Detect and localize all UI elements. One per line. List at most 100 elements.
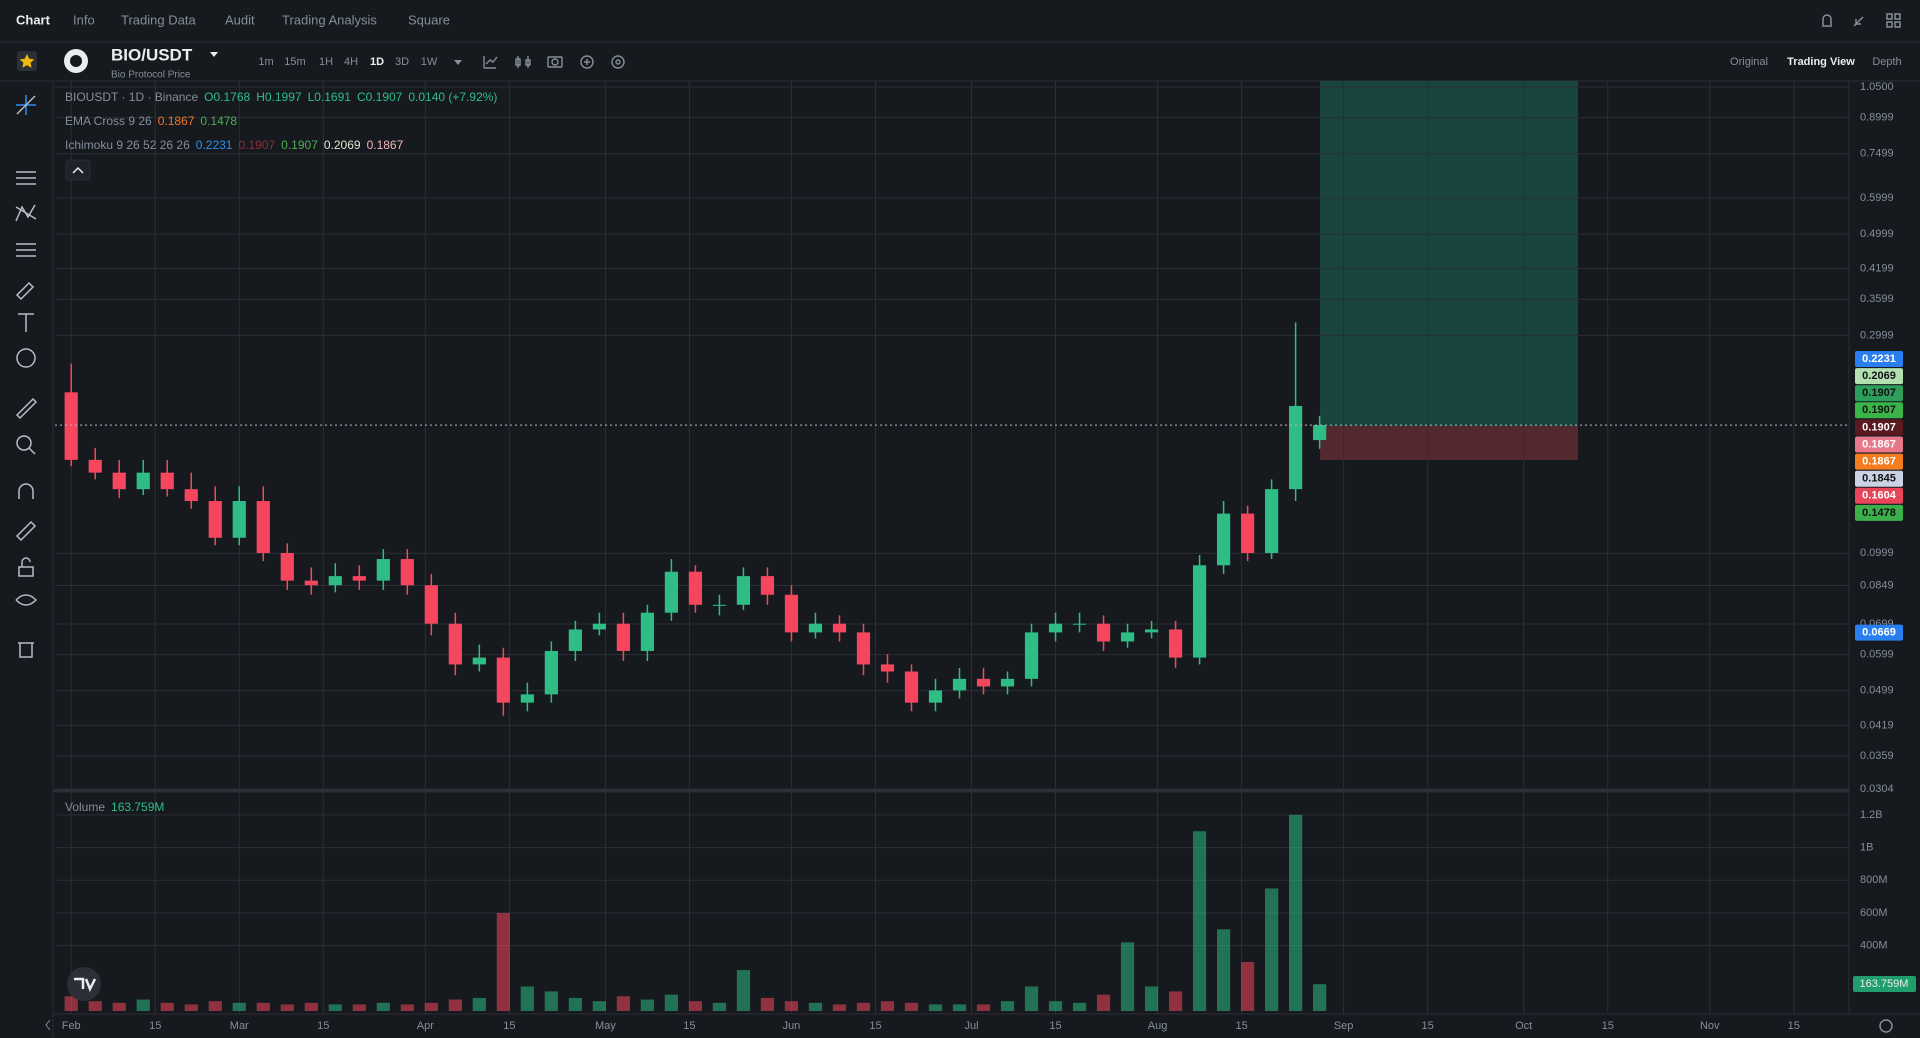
interval-option[interactable]: 1D bbox=[370, 56, 384, 68]
volume-bar bbox=[472, 997, 486, 1011]
volume-bar bbox=[496, 912, 510, 1011]
interval-option[interactable]: 3D bbox=[395, 56, 409, 68]
x-tick-label: 15 bbox=[1602, 1020, 1614, 1032]
snapshot-icon[interactable] bbox=[547, 56, 563, 68]
tool-icon[interactable] bbox=[16, 95, 36, 115]
candle-body bbox=[1216, 513, 1231, 566]
collapse-button[interactable] bbox=[65, 159, 91, 181]
tool-icon[interactable] bbox=[16, 171, 36, 185]
nav-tab[interactable]: Trading Analysis bbox=[282, 12, 377, 27]
candle-body bbox=[616, 623, 630, 651]
layout-icon[interactable] bbox=[1886, 13, 1893, 20]
view-option[interactable]: Trading View bbox=[1787, 56, 1855, 68]
layout-icon[interactable] bbox=[1886, 21, 1893, 28]
chart-tools[interactable] bbox=[483, 55, 625, 69]
y-tick-label: 0.0304 bbox=[1860, 783, 1894, 795]
layout-icon[interactable] bbox=[1894, 13, 1901, 20]
add-icon[interactable] bbox=[580, 55, 594, 69]
candle-body bbox=[1240, 513, 1255, 554]
scroll-left[interactable] bbox=[45, 1019, 51, 1031]
settings-icon[interactable] bbox=[615, 59, 621, 65]
volume-tag bbox=[1853, 976, 1916, 992]
legend-indicator: Ichimoku 9 26 52 26 26 0.2231 0.1907 0.1907… bbox=[65, 138, 404, 152]
candle-body bbox=[304, 580, 318, 586]
legend-indicator-item: 0.2069 bbox=[324, 138, 361, 152]
tool-icon[interactable] bbox=[15, 204, 37, 222]
volume-tick-label: 400M bbox=[1860, 940, 1888, 952]
volume-bar bbox=[1289, 814, 1303, 1011]
interval-option[interactable]: 1m bbox=[258, 56, 273, 68]
symbol-subtitle[interactable]: Bio Protocol Price bbox=[111, 70, 191, 81]
volume-bar bbox=[544, 991, 558, 1011]
price-tag-label: 0.1907 bbox=[1862, 421, 1896, 433]
candle-type-icon[interactable] bbox=[515, 56, 531, 68]
tool-icon[interactable] bbox=[18, 313, 34, 332]
interval-option[interactable]: 1W bbox=[421, 56, 438, 68]
symbol-pair[interactable]: BIO/USDT bbox=[111, 45, 193, 64]
volume-bar bbox=[880, 1001, 895, 1011]
candle-body bbox=[856, 632, 871, 665]
candle-body bbox=[88, 459, 102, 473]
candle-body bbox=[352, 576, 366, 581]
price-tag bbox=[1855, 436, 1903, 453]
tool-icon[interactable] bbox=[16, 348, 36, 368]
y-tick-label: 0.0499 bbox=[1860, 685, 1894, 697]
nav-tab[interactable]: Chart bbox=[16, 12, 51, 27]
volume-bar bbox=[280, 1004, 294, 1011]
interval-caret[interactable] bbox=[454, 60, 462, 65]
volume-bar bbox=[640, 999, 655, 1011]
position-loss-zone[interactable] bbox=[1320, 426, 1578, 460]
settings-icon[interactable] bbox=[1879, 1019, 1893, 1033]
y-tick-label: 1.0500 bbox=[1860, 81, 1894, 93]
interval-option[interactable]: 4H bbox=[344, 56, 358, 68]
collapse-icon[interactable] bbox=[72, 166, 84, 174]
x-tick-label: 15 bbox=[503, 1020, 515, 1032]
legend-main-item: H0.1997 bbox=[256, 90, 302, 104]
tool-icon[interactable] bbox=[18, 483, 34, 499]
view-option[interactable]: Original bbox=[1730, 56, 1768, 68]
x-tick-label: 15 bbox=[317, 1020, 329, 1032]
interval-option[interactable]: 15m bbox=[284, 56, 305, 68]
candle-body bbox=[184, 489, 198, 502]
tool-icon[interactable] bbox=[15, 281, 35, 301]
volume-bar bbox=[448, 999, 462, 1011]
volume-bar bbox=[304, 1002, 318, 1011]
x-tick-label: 15 bbox=[1788, 1020, 1800, 1032]
legend-indicator-item: 0.1907 bbox=[238, 138, 275, 152]
tool-icon[interactable] bbox=[15, 520, 37, 542]
candle-body bbox=[808, 623, 823, 633]
position-profit-zone[interactable] bbox=[1320, 81, 1578, 426]
volume-bar bbox=[1192, 831, 1207, 1011]
candle-body bbox=[232, 501, 246, 538]
price-tag bbox=[1855, 470, 1903, 487]
settings-icon[interactable] bbox=[611, 55, 625, 69]
volume-bar bbox=[1265, 888, 1279, 1011]
window-icons[interactable] bbox=[1822, 13, 1901, 28]
dropdown-caret[interactable] bbox=[210, 52, 218, 57]
nav-tab[interactable]: Square bbox=[408, 12, 450, 27]
view-option[interactable]: Depth bbox=[1872, 56, 1901, 68]
snapshot-icon[interactable] bbox=[551, 58, 559, 66]
minimize-icon[interactable] bbox=[1853, 16, 1864, 27]
nav-tab[interactable]: Info bbox=[73, 12, 95, 27]
tool-icon[interactable] bbox=[15, 594, 38, 606]
interval-option[interactable]: 1H bbox=[319, 56, 333, 68]
add-icon[interactable] bbox=[584, 59, 590, 65]
nav-tab[interactable]: Trading Data bbox=[121, 12, 196, 27]
tool-icon[interactable] bbox=[18, 557, 34, 577]
bell-icon[interactable] bbox=[1822, 14, 1832, 27]
x-tick-label: Jul bbox=[964, 1020, 978, 1032]
price-tag-label: 0.1478 bbox=[1862, 507, 1896, 519]
indicator-icon[interactable] bbox=[483, 56, 498, 69]
y-tick-label: 0.0849 bbox=[1860, 579, 1894, 591]
legend-volume: Volume 163.759M bbox=[65, 800, 164, 814]
x-tick-label: Oct bbox=[1515, 1020, 1532, 1032]
tool-icon[interactable] bbox=[16, 243, 36, 257]
layout-icon[interactable] bbox=[1894, 21, 1901, 28]
tool-icon[interactable] bbox=[15, 397, 38, 420]
nav-tab[interactable]: Audit bbox=[225, 12, 255, 27]
tool-icon[interactable] bbox=[16, 435, 36, 455]
tool-icon[interactable] bbox=[18, 642, 34, 658]
volume-bar bbox=[784, 1001, 799, 1011]
